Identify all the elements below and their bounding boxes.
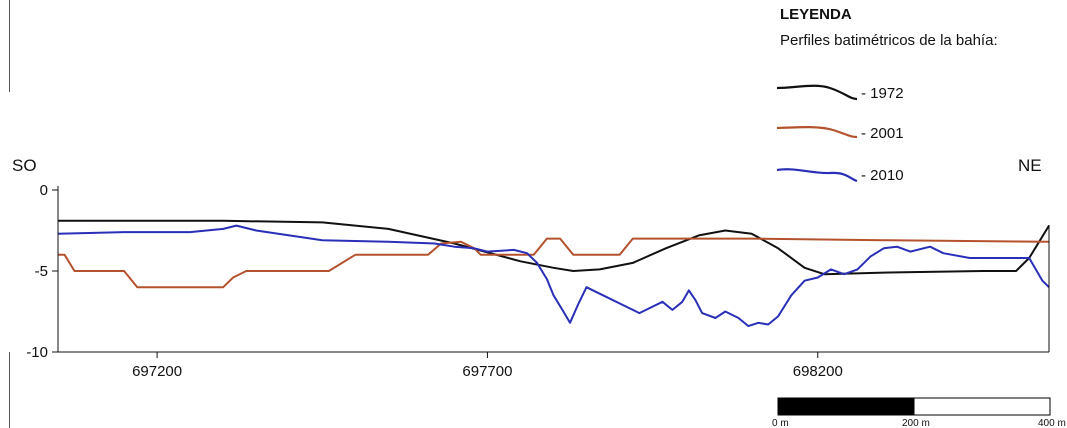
series-line-2001: [58, 237, 1050, 289]
frame-rule-lower: [9, 352, 10, 428]
axes-layer: 0 -5 -10 697200 697700 698200: [26, 182, 1050, 380]
legend-subtitle: Perfiles batimétricos de la bahía:: [780, 32, 998, 49]
series-line-2010: [57, 224, 1050, 328]
y-tick-label: -10: [26, 344, 48, 361]
y-tick-label: 0: [40, 182, 48, 199]
direction-right-label: NE: [1018, 156, 1042, 175]
scalebar-label: 400 m: [1038, 418, 1066, 428]
series-layer: [57, 219, 1050, 328]
scalebar-label: 200 m: [902, 418, 930, 428]
scalebar: 0 m 200 m 400 m: [772, 397, 1066, 428]
legend-swatch-line: [776, 84, 858, 101]
legend: LEYENDA Perfiles batimétricos de la bahí…: [780, 6, 998, 50]
legend-item-label: - 1972: [861, 85, 904, 102]
legend-swatch: [776, 168, 858, 183]
legend-item-2001: - 2001: [775, 123, 975, 145]
x-tick-label: 698200: [793, 363, 843, 380]
legend-swatch-line: [776, 126, 858, 139]
legend-swatch: [776, 84, 858, 101]
legend-swatch-line: [776, 168, 858, 183]
legend-title: LEYENDA: [780, 6, 852, 23]
y-tick-label: -5: [35, 263, 48, 280]
x-tick-label: 697200: [132, 363, 182, 380]
scalebar-label: 0 m: [772, 418, 789, 428]
legend-item-1972: - 1972: [775, 83, 975, 105]
x-tick-label: 697700: [462, 363, 512, 380]
legend-swatch: [776, 126, 858, 139]
scalebar-white-segment: [913, 397, 1051, 416]
direction-left-label: SO: [12, 156, 37, 175]
scalebar-black-segment: [777, 397, 915, 416]
legend-item-label: - 2001: [861, 125, 904, 142]
series-line-1972: [58, 219, 1050, 276]
frame-rule-upper: [9, 0, 10, 92]
legend-item-2010: - 2010: [775, 165, 975, 187]
legend-item-label: - 2010: [861, 167, 904, 184]
